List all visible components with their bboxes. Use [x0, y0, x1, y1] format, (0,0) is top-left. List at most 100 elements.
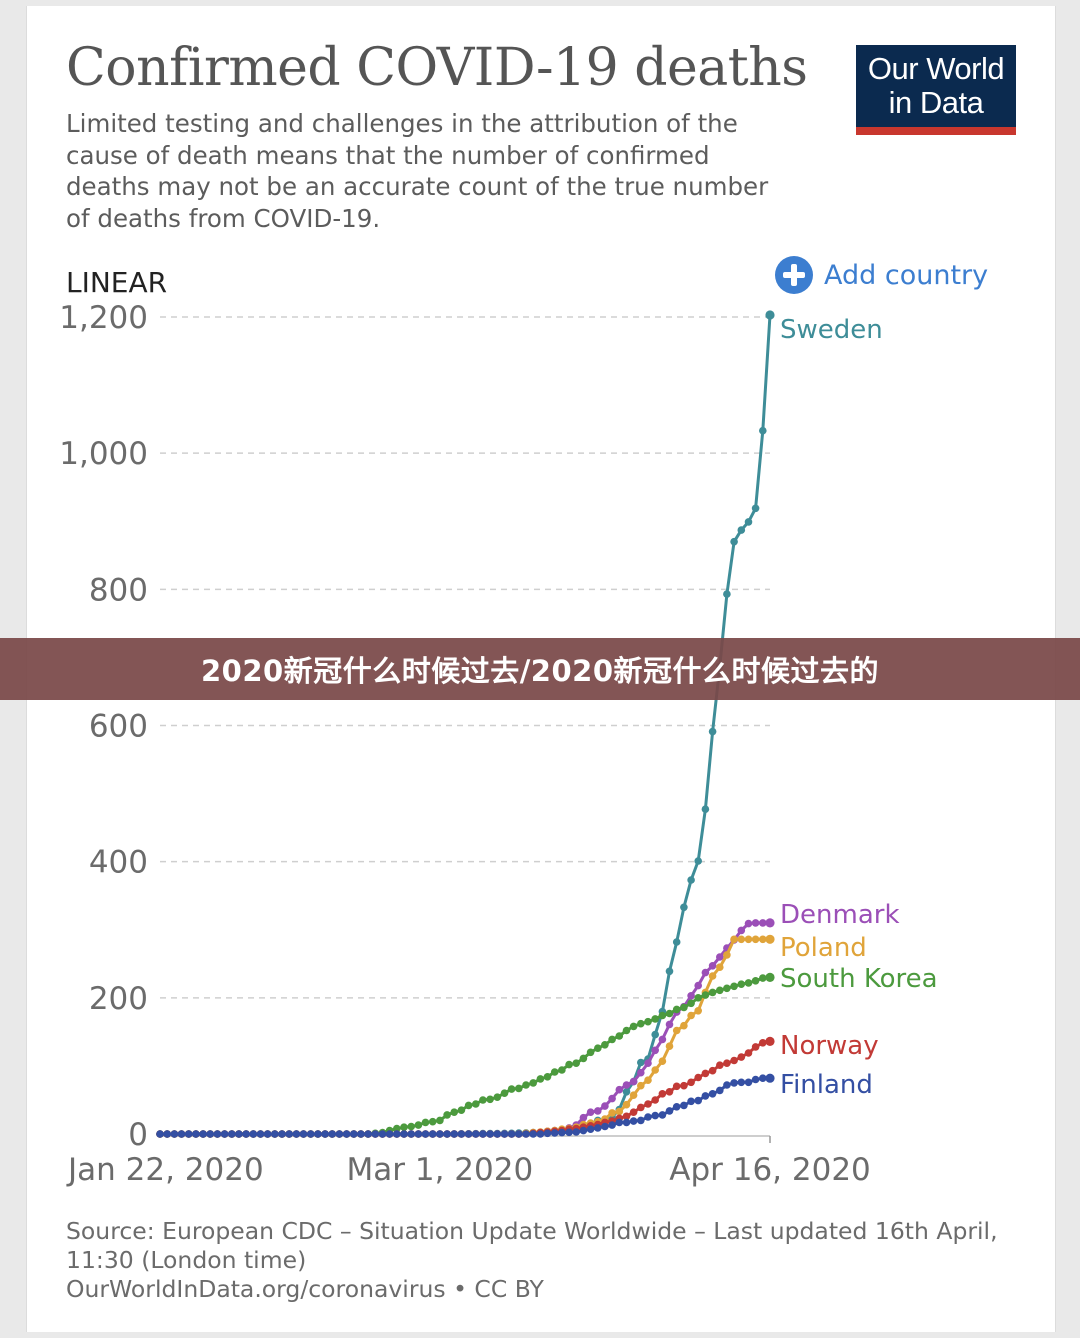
- data-point: [608, 1121, 616, 1129]
- data-point: [629, 1108, 638, 1116]
- data-point: [486, 1130, 494, 1138]
- data-point: [177, 1130, 186, 1138]
- data-point: [493, 1093, 502, 1101]
- data-point: [472, 1130, 480, 1138]
- data-point: [637, 1058, 645, 1067]
- data-point: [708, 988, 717, 997]
- y-tick-label: 1,200: [59, 300, 148, 336]
- data-point: [701, 1069, 710, 1078]
- data-point: [579, 1113, 588, 1122]
- data-point: [672, 1082, 681, 1091]
- data-point: [687, 1011, 695, 1020]
- data-point: [220, 1130, 229, 1138]
- data-point: [744, 1078, 753, 1087]
- data-point: [694, 981, 702, 990]
- data-point: [170, 1130, 179, 1138]
- data-point: [515, 1130, 523, 1138]
- data-point: [665, 967, 674, 976]
- overlay-banner: 2020新冠什么时候过去/2020新冠什么时候过去的: [0, 638, 1080, 700]
- x-tick-label: Mar 1, 2020: [347, 1152, 534, 1188]
- data-point: [271, 1130, 279, 1138]
- data-point: [680, 1101, 688, 1110]
- add-country-label: Add country: [824, 259, 989, 291]
- data-point: [450, 1130, 459, 1138]
- x-tick-label: Jan 22, 2020: [66, 1152, 264, 1188]
- data-point: [708, 1066, 717, 1075]
- data-point: [579, 1126, 588, 1135]
- data-point: [723, 951, 731, 959]
- data-point: [765, 1073, 775, 1083]
- data-point: [350, 1130, 358, 1138]
- data-point: [730, 982, 738, 991]
- data-point: [436, 1116, 444, 1125]
- data-point: [299, 1130, 308, 1138]
- data-point: [751, 1075, 760, 1084]
- data-point: [601, 1122, 609, 1131]
- data-point: [550, 1129, 559, 1137]
- data-point: [507, 1085, 516, 1093]
- data-point: [708, 972, 717, 980]
- data-point: [687, 1078, 695, 1087]
- data-point: [751, 1043, 760, 1051]
- data-point: [622, 1118, 631, 1127]
- data-point: [759, 935, 767, 944]
- owid-logo[interactable]: Our World in Data: [856, 45, 1016, 135]
- data-point: [651, 1066, 659, 1074]
- data-point: [694, 1073, 702, 1082]
- data-point: [393, 1130, 401, 1138]
- data-point: [579, 1054, 588, 1063]
- data-point: [765, 310, 775, 320]
- data-point: [586, 1108, 595, 1116]
- data-point: [228, 1130, 236, 1138]
- data-point: [716, 963, 724, 971]
- data-point: [759, 1039, 767, 1047]
- data-point: [658, 1111, 667, 1119]
- add-country-button[interactable]: Add country: [775, 254, 988, 296]
- data-point: [407, 1122, 416, 1131]
- data-point: [558, 1066, 566, 1074]
- data-point: [615, 1118, 624, 1127]
- data-point: [249, 1130, 258, 1138]
- banner-text: 2020新冠什么时候过去/2020新冠什么时候过去的: [200, 654, 880, 688]
- data-point: [450, 1108, 459, 1116]
- data-point: [716, 986, 724, 995]
- data-point: [314, 1130, 322, 1138]
- data-point: [680, 1021, 688, 1030]
- data-point: [342, 1130, 351, 1138]
- data-point: [572, 1059, 580, 1067]
- source-line-3[interactable]: OurWorldInData.org/coronavirus • CC BY: [66, 1275, 544, 1303]
- data-point: [737, 926, 746, 935]
- data-point: [730, 537, 738, 546]
- data-point: [601, 1041, 609, 1049]
- data-point: [594, 1044, 602, 1052]
- data-point: [637, 1116, 645, 1125]
- data-point: [278, 1130, 286, 1138]
- data-point: [529, 1130, 537, 1138]
- data-point: [651, 1096, 659, 1104]
- data-point: [428, 1117, 437, 1126]
- data-point: [665, 1088, 674, 1096]
- data-point: [716, 1061, 724, 1069]
- data-point: [723, 590, 731, 598]
- data-point: [644, 1100, 652, 1108]
- data-point: [658, 1057, 667, 1065]
- data-point: [765, 918, 775, 928]
- data-point: [629, 1077, 638, 1086]
- data-point: [378, 1130, 387, 1138]
- data-point: [601, 1102, 609, 1110]
- scale-toggle[interactable]: LINEAR: [66, 266, 168, 299]
- data-point: [644, 1059, 652, 1067]
- data-point: [723, 1059, 731, 1067]
- data-point: [644, 1113, 652, 1121]
- chart-subtitle: Limited testing and challenges in the at…: [66, 109, 769, 233]
- series-label: Norway: [780, 1031, 879, 1061]
- data-point: [629, 1091, 638, 1099]
- data-point: [421, 1130, 430, 1138]
- data-point: [357, 1130, 365, 1138]
- data-point: [694, 994, 702, 1002]
- data-point: [558, 1128, 566, 1137]
- data-point: [687, 876, 695, 884]
- data-point: [759, 1074, 767, 1082]
- data-point: [708, 1090, 717, 1098]
- data-point: [708, 727, 717, 736]
